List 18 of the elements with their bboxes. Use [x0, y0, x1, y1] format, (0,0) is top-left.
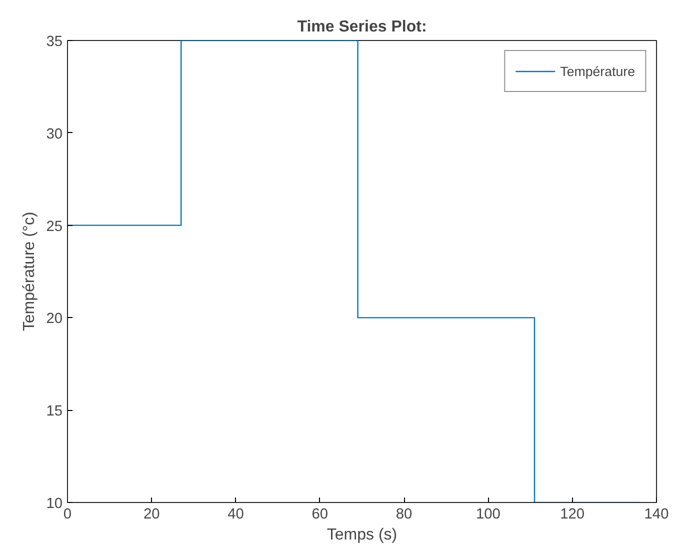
- y-tick-label: 15: [46, 404, 63, 420]
- x-tick-label: 80: [396, 506, 412, 522]
- x-tick-label: 60: [312, 506, 328, 522]
- legend-label: Température: [560, 64, 635, 78]
- y-tick-label: 25: [46, 218, 63, 235]
- x-tick-label: 140: [644, 506, 669, 522]
- x-tick-label: 40: [228, 506, 244, 522]
- x-tick-label: 20: [143, 506, 160, 522]
- x-tick-label: 100: [476, 506, 500, 522]
- y-axis-title: Température (°c): [21, 212, 38, 332]
- x-axis-title: Temps (s): [326, 526, 398, 544]
- x-tick-label: 120: [560, 506, 585, 522]
- x-tick-label: 0: [63, 506, 72, 522]
- y-tick-label: 30: [46, 126, 63, 142]
- chart-title: Time Series Plot:: [297, 18, 427, 36]
- y-tick-label: 10: [46, 496, 63, 512]
- y-tick-label: 20: [46, 311, 63, 328]
- y-tick-label: 35: [46, 34, 63, 50]
